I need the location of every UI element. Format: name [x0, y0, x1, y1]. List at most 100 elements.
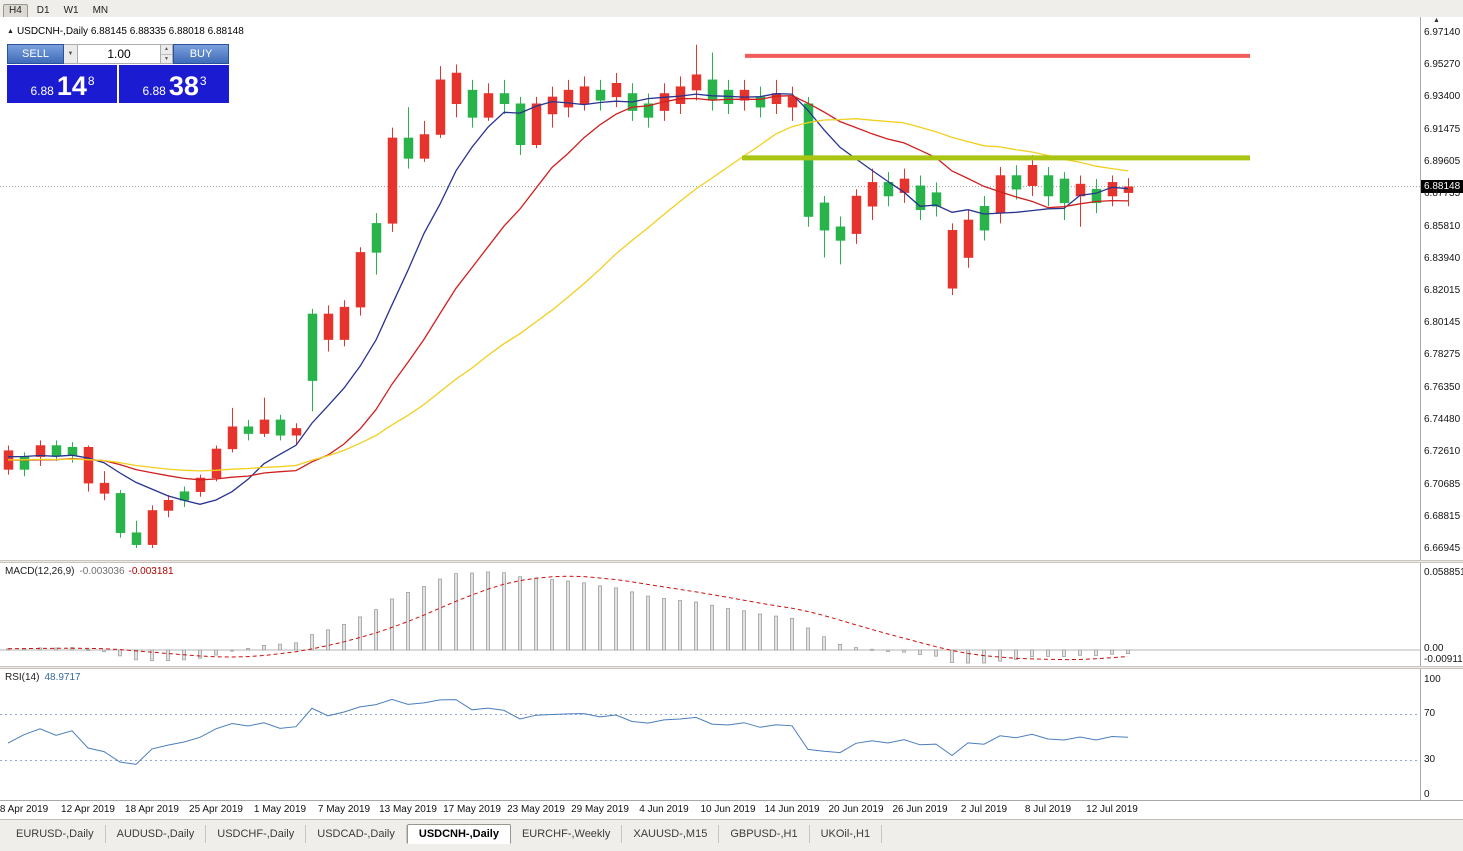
- candle: [371, 213, 382, 275]
- chart-area[interactable]: ▲ USDCNH-,Daily 6.88145 6.88335 6.88018 6…: [0, 17, 1463, 800]
- volume-stepper: ▲ ▼: [160, 44, 173, 64]
- timeframe-button-mn[interactable]: MN: [92, 5, 109, 16]
- volume-input[interactable]: 1.00: [78, 44, 160, 64]
- chart-symbol-label: ▲ USDCNH-,Daily 6.88145 6.88335 6.88018 6…: [7, 26, 244, 37]
- panel-splitter-rsi[interactable]: [0, 666, 1463, 669]
- candle: [819, 196, 830, 258]
- macd-histogram-bar: [38, 647, 42, 651]
- macd-histogram-bar: [886, 649, 890, 652]
- macd-value-1: -0.003036: [79, 566, 125, 577]
- macd-chart[interactable]: [0, 563, 1421, 666]
- macd-histogram-bar: [1126, 649, 1130, 654]
- price-scale-label: 6.68815: [1424, 511, 1461, 522]
- price-scale-label: 6.89605: [1424, 156, 1461, 167]
- rsi-panel[interactable]: RSI(14) 48.9717 100 70 30 0: [0, 669, 1463, 800]
- macd-histogram-bar: [502, 572, 506, 651]
- candle: [899, 168, 910, 203]
- candle: [51, 440, 62, 461]
- tab-gbpusd-h1[interactable]: GBPUSD-,H1: [719, 825, 810, 843]
- buy-price-sup: 3: [199, 74, 207, 88]
- candle: [499, 79, 510, 115]
- chart-tab-bar: EURUSD-,Daily AUDUSD-,Daily USDCHF-,Daily U…: [0, 819, 1463, 851]
- candle: [387, 127, 398, 232]
- rsi-scale[interactable]: 100 70 30 0: [1420, 669, 1463, 800]
- macd-histogram-bar: [678, 600, 682, 651]
- candle: [883, 172, 894, 207]
- macd-histogram-bar: [1062, 649, 1066, 657]
- tab-eurchf-weekly[interactable]: EURCHF-,Weekly: [511, 825, 623, 843]
- tab-xauusd-m15[interactable]: XAUUSD-,M15: [622, 825, 720, 843]
- sell-price-sup: 8: [87, 74, 95, 88]
- buy-price-button[interactable]: 6.88 38 3: [119, 65, 229, 103]
- macd-histogram-bar: [806, 627, 810, 651]
- candle: [547, 86, 558, 128]
- macd-histogram-bar: [262, 645, 266, 651]
- date-label: 13 May 2019: [379, 804, 437, 815]
- price-scale-label: 6.91475: [1424, 124, 1461, 135]
- sell-button[interactable]: SELL: [7, 44, 64, 64]
- candle: [579, 76, 590, 111]
- price-scale-label: 6.80145: [1424, 317, 1461, 328]
- candle: [227, 407, 238, 453]
- candle: [259, 397, 270, 437]
- price-scale-label: 6.66945: [1424, 543, 1461, 554]
- macd-histogram-bar: [646, 595, 650, 651]
- volume-dropdown-button[interactable]: ▼: [64, 44, 78, 64]
- macd-histogram-bar: [918, 649, 922, 655]
- tab-ukoil-h1[interactable]: UKOil-,H1: [810, 825, 883, 843]
- macd-histogram-bar: [470, 572, 474, 651]
- macd-histogram-bar: [758, 613, 762, 651]
- price-scale[interactable]: ▲ 6.88148 6.97140 6.95270 6.93400 6.91475 6.…: [1420, 17, 1463, 560]
- tab-usdcad-daily[interactable]: USDCAD-,Daily: [306, 825, 407, 843]
- macd-histogram-bar: [1110, 649, 1114, 655]
- trade-panel-top-row: SELL ▼ 1.00 ▲ ▼ BUY: [7, 44, 229, 64]
- candle: [1011, 165, 1022, 200]
- tab-usdcnh-daily[interactable]: USDCNH-,Daily: [406, 824, 511, 844]
- macd-histogram-bar: [934, 649, 938, 657]
- panel-splitter-macd[interactable]: [0, 560, 1463, 563]
- date-label: 8 Jul 2019: [1024, 804, 1072, 815]
- macd-histogram-bar: [134, 649, 138, 661]
- candle: [1027, 155, 1038, 197]
- macd-scale[interactable]: 0.058851 0.00 -0.009116: [1420, 563, 1463, 666]
- date-label: 12 Jul 2019: [1086, 804, 1138, 815]
- buy-button[interactable]: BUY: [173, 44, 229, 64]
- price-scale-label: 6.78275: [1424, 349, 1461, 360]
- date-label: 4 Jun 2019: [639, 804, 689, 815]
- chart-ohlc-text: USDCNH-,Daily 6.88145 6.88335 6.88018 6.…: [16, 26, 244, 37]
- macd-histogram-bar: [6, 648, 10, 651]
- price-scale-label: 6.70685: [1424, 479, 1461, 490]
- volume-up-button[interactable]: ▲: [161, 45, 172, 55]
- timeframe-button-w1[interactable]: W1: [63, 5, 79, 16]
- candle: [851, 189, 862, 244]
- date-label: 20 Jun 2019: [828, 804, 884, 815]
- candle: [291, 423, 302, 444]
- macd-panel[interactable]: MACD(12,26,9) -0.003036 -0.003181 0.058851…: [0, 563, 1463, 666]
- date-label: 25 Apr 2019: [189, 804, 243, 815]
- macd-histogram-bar: [694, 601, 698, 651]
- main-price-panel[interactable]: ▲ USDCNH-,Daily 6.88145 6.88335 6.88018 6…: [0, 17, 1463, 560]
- macd-histogram-bar: [854, 647, 858, 651]
- time-axis[interactable]: 8 Apr 2019 12 Apr 2019 18 Apr 2019 25 Apr 2…: [0, 800, 1463, 819]
- rsi-chart[interactable]: [0, 669, 1421, 800]
- tab-audusd-daily[interactable]: AUDUSD-,Daily: [106, 825, 207, 843]
- macd-histogram-bar: [294, 642, 298, 651]
- tab-eurusd-daily[interactable]: EURUSD-,Daily: [5, 825, 106, 843]
- price-scale-label: 6.83940: [1424, 253, 1461, 264]
- candle: [211, 445, 222, 482]
- price-scale-label: 6.87735: [1424, 188, 1461, 199]
- macd-histogram-bar: [902, 649, 906, 653]
- timeframe-button-d1[interactable]: D1: [36, 5, 50, 16]
- macd-signal-line: [7, 575, 1129, 661]
- sell-price-button[interactable]: 6.88 14 8: [7, 65, 117, 103]
- date-label: 10 Jun 2019: [700, 804, 756, 815]
- date-label: 23 May 2019: [507, 804, 565, 815]
- tab-usdchf-daily[interactable]: USDCHF-,Daily: [206, 825, 307, 843]
- macd-histogram-bar: [118, 649, 122, 657]
- candle: [83, 445, 94, 492]
- price-scale-label: 6.74480: [1424, 414, 1461, 425]
- main-chart[interactable]: [0, 17, 1421, 560]
- volume-down-button[interactable]: ▼: [164, 55, 169, 62]
- candle: [515, 96, 526, 156]
